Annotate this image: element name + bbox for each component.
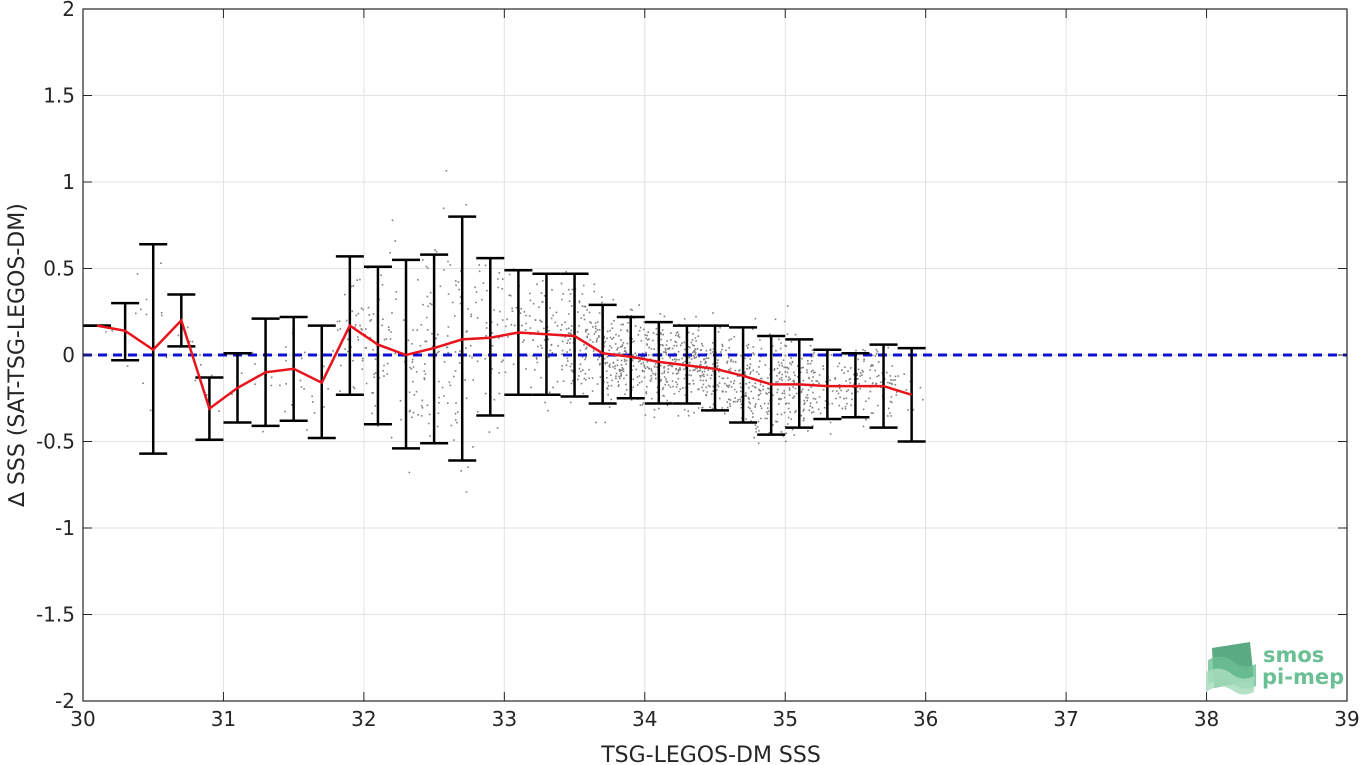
error-bar: [897, 346, 926, 443]
x-axis-title: TSG-LEGOS-DM SSS: [600, 743, 821, 765]
smos-pimep-logo: smos pi-mep: [1206, 642, 1344, 695]
logo-line1: smos: [1263, 643, 1324, 667]
y-tick-label: -2: [55, 689, 75, 713]
y-axis-title: ∆ SSS (SAT-TSG-LEGOS-DM): [5, 203, 30, 508]
x-tick-label: 31: [211, 707, 236, 731]
x-tick-label: 37: [1053, 707, 1078, 731]
tick-labels: 30 31 32 33 34 35 36 37 38 39 -2 -1.5 -1 -0.5 0 0.5 1 1.5…: [36, 0, 1360, 731]
x-tick-label: 39: [1334, 707, 1359, 731]
y-tick-label: -1.5: [36, 603, 75, 627]
x-tick-label: 30: [70, 707, 95, 731]
y-tick-label: 2: [62, 0, 75, 21]
y-tick-label: -1: [55, 516, 75, 540]
x-tick-label: 33: [492, 707, 517, 731]
x-tick-label: 36: [913, 707, 938, 731]
x-tick-label: 35: [772, 707, 797, 731]
y-tick-label: 1: [62, 170, 75, 194]
error-bars: [83, 215, 926, 462]
y-tick-label: -0.5: [36, 430, 75, 454]
y-tick-label: 1.5: [43, 84, 75, 108]
y-tick-label: 0: [62, 343, 75, 367]
mean-line: [96, 318, 912, 411]
logo-line2: pi-mep: [1262, 665, 1344, 689]
error-bar: [813, 348, 842, 421]
wave-icon: [1206, 642, 1256, 695]
x-tick-label: 32: [351, 707, 376, 731]
axes: [82, 8, 1348, 702]
mean-polyline: [96, 318, 912, 411]
x-tick-label: 34: [632, 707, 657, 731]
x-tick-label: 38: [1194, 707, 1219, 731]
y-tick-label: 0.5: [43, 257, 75, 281]
